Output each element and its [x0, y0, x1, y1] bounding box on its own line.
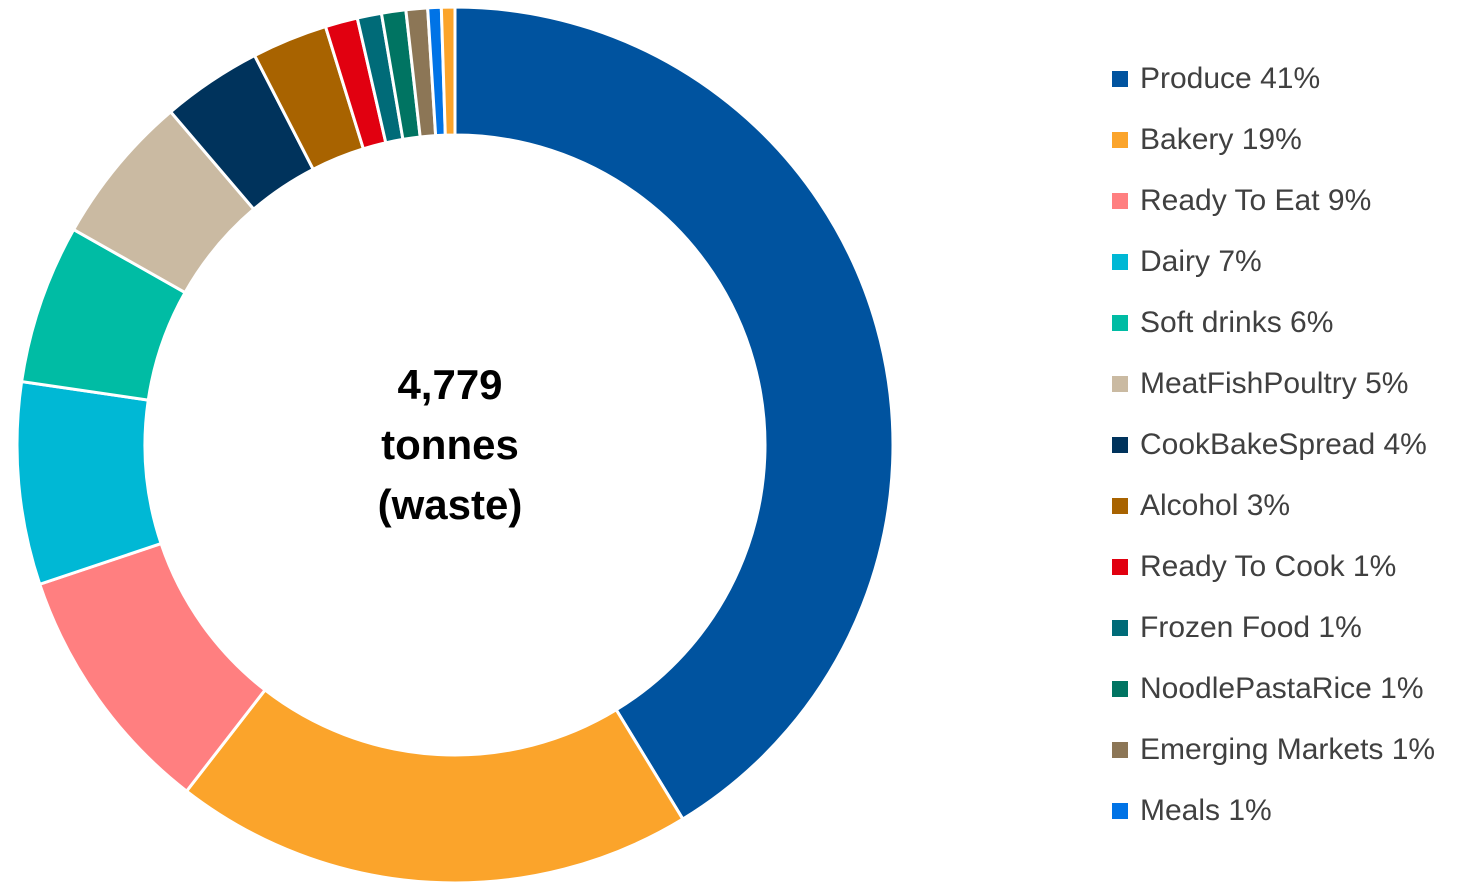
legend-item: Emerging Markets 1% — [1112, 719, 1435, 780]
legend-swatch — [1112, 314, 1128, 331]
legend-item: Bakery 19% — [1112, 109, 1435, 170]
legend-label: CookBakeSpread 4% — [1140, 427, 1427, 461]
center-label-value: 4,779 — [397, 361, 503, 408]
legend-item: Ready To Eat 9% — [1112, 170, 1435, 231]
legend: Produce 41% Bakery 19% Ready To Eat 9% Dair… — [1112, 48, 1435, 841]
legend-swatch — [1112, 253, 1128, 270]
legend-swatch — [1112, 741, 1128, 758]
legend-item: Dairy 7% — [1112, 231, 1435, 292]
legend-label: Ready To Cook 1% — [1140, 549, 1397, 583]
legend-swatch — [1112, 375, 1128, 392]
legend-label: Ready To Eat 9% — [1140, 183, 1372, 217]
legend-item: Ready To Cook 1% — [1112, 536, 1435, 597]
donut-slice-produce — [453, 5, 895, 822]
legend-item: Produce 41% — [1112, 48, 1435, 109]
legend-item: MeatFishPoultry 5% — [1112, 353, 1435, 414]
donut-slice-bakery — [184, 687, 685, 885]
legend-label: Meals 1% — [1140, 793, 1272, 827]
center-label: 4,779 tonnes (waste) — [300, 355, 600, 535]
legend-swatch — [1112, 619, 1128, 636]
legend-swatch — [1112, 802, 1128, 819]
legend-swatch — [1112, 497, 1128, 514]
legend-item: Soft drinks 6% — [1112, 292, 1435, 353]
legend-label: Produce 41% — [1140, 61, 1321, 95]
legend-label: Emerging Markets 1% — [1140, 732, 1436, 766]
legend-label: Soft drinks 6% — [1140, 305, 1334, 339]
legend-label: Frozen Food 1% — [1140, 610, 1362, 644]
legend-swatch — [1112, 436, 1128, 453]
legend-swatch — [1112, 558, 1128, 575]
legend-swatch — [1112, 192, 1128, 209]
center-label-note: (waste) — [377, 481, 523, 528]
legend-swatch — [1112, 70, 1128, 87]
legend-swatch — [1112, 131, 1128, 148]
legend-item: CookBakeSpread 4% — [1112, 414, 1435, 475]
legend-item: Alcohol 3% — [1112, 475, 1435, 536]
legend-label: Bakery 19% — [1140, 122, 1302, 156]
donut-svg — [15, 5, 895, 885]
donut-slice-slice-13 — [439, 5, 457, 137]
legend-label: Alcohol 3% — [1140, 488, 1291, 522]
legend-item: Meals 1% — [1112, 780, 1435, 841]
legend-swatch — [1112, 680, 1128, 697]
legend-item: NoodlePastaRice 1% — [1112, 658, 1435, 719]
legend-label: MeatFishPoultry 5% — [1140, 366, 1409, 400]
legend-label: Dairy 7% — [1140, 244, 1262, 278]
legend-label: NoodlePastaRice 1% — [1140, 671, 1424, 705]
center-label-unit: tonnes — [381, 421, 519, 468]
legend-item: Frozen Food 1% — [1112, 597, 1435, 658]
